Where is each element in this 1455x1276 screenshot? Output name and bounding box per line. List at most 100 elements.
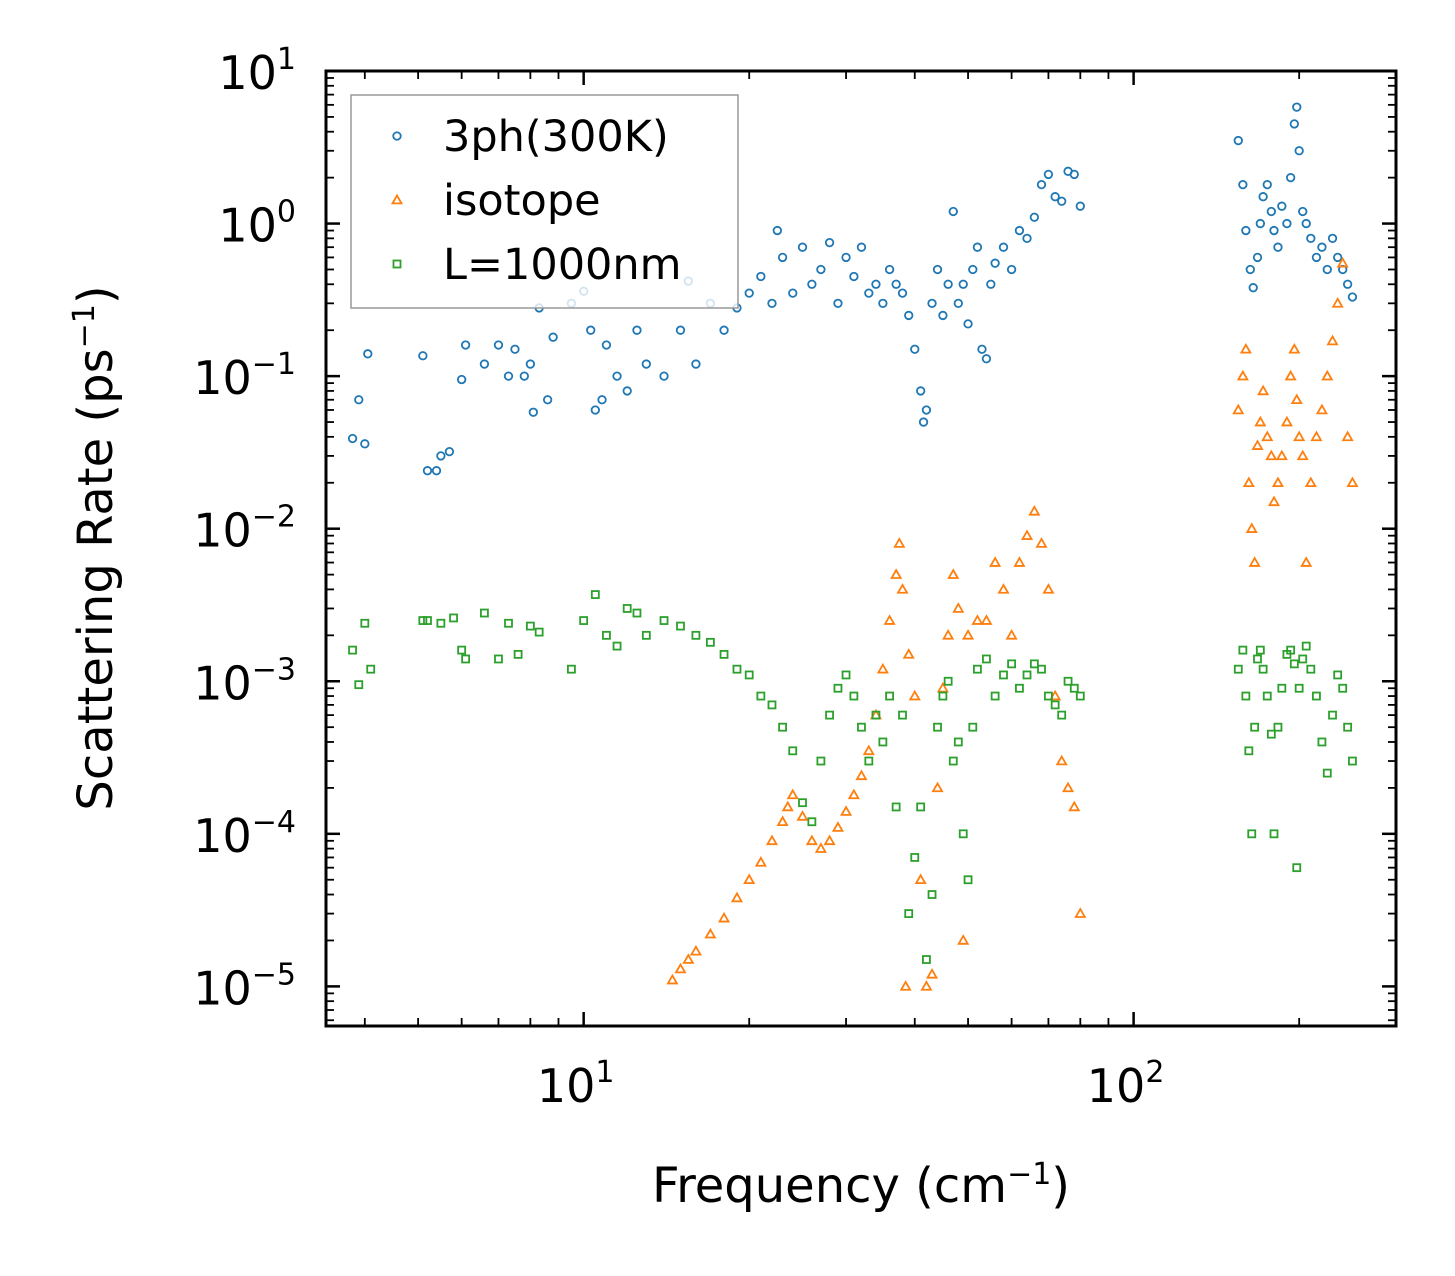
point-square-series-2 — [1333, 670, 1343, 680]
point-circle-series-0 — [1014, 225, 1025, 236]
x-tick-label: 102 — [1087, 1055, 1165, 1113]
point-triangle-series-1 — [765, 834, 779, 846]
point-circle-series-0 — [548, 332, 558, 342]
point-circle-series-0 — [958, 279, 968, 289]
point-triangle-series-1 — [899, 980, 912, 991]
point-circle-series-0 — [824, 237, 835, 248]
point-square-series-2 — [816, 756, 826, 766]
point-square-series-2 — [1269, 829, 1279, 839]
point-square-series-2 — [449, 613, 458, 623]
point-triangle-series-1 — [730, 891, 744, 903]
point-square-series-2 — [1286, 645, 1296, 655]
point-square-series-2 — [1317, 737, 1327, 747]
point-square-series-2 — [1322, 768, 1332, 778]
point-square-series-2 — [641, 630, 651, 640]
point-triangle-series-1 — [1074, 907, 1087, 918]
point-square-series-2 — [1037, 664, 1046, 674]
point-circle-series-0 — [1311, 252, 1322, 263]
point-triangle-series-1 — [1236, 369, 1249, 381]
point-square-series-2 — [778, 722, 787, 732]
point-square-series-2 — [990, 691, 1000, 701]
y-tick-label: 100 — [218, 195, 296, 253]
point-circle-series-0 — [354, 395, 364, 405]
point-circle-series-0 — [916, 386, 926, 396]
point-square-series-2 — [999, 670, 1008, 680]
point-triangle-series-1 — [786, 788, 799, 800]
point-circle-series-0 — [998, 242, 1009, 252]
point-circle-series-0 — [1301, 218, 1311, 229]
point-triangle-series-1 — [936, 681, 949, 693]
point-square-series-2 — [1233, 664, 1243, 674]
point-square-series-2 — [1277, 683, 1287, 693]
point-square-series-2 — [567, 664, 576, 674]
point-square-series-2 — [1057, 710, 1067, 720]
point-triangle-series-1 — [1267, 495, 1281, 507]
point-circle-series-0 — [586, 325, 596, 335]
point-square-series-2 — [898, 710, 907, 720]
point-square-series-2 — [348, 645, 357, 655]
point-circle-series-0 — [1238, 179, 1248, 190]
point-circle-series-0 — [1298, 206, 1308, 217]
point-square-series-2 — [1266, 729, 1276, 739]
point-square-series-2 — [833, 683, 843, 693]
point-square-series-2 — [1298, 654, 1308, 664]
point-triangle-series-1 — [1242, 476, 1255, 488]
point-circle-series-0 — [788, 288, 798, 298]
point-circle-series-0 — [542, 395, 553, 405]
point-triangle-series-1 — [1300, 556, 1313, 567]
legend-marker-circle — [392, 131, 402, 141]
point-circle-series-0 — [528, 407, 538, 417]
point-triangle-series-1 — [957, 934, 970, 945]
point-square-series-2 — [360, 618, 370, 628]
point-circle-series-0 — [977, 344, 987, 354]
point-triangle-series-1 — [883, 614, 896, 625]
point-triangle-series-1 — [1284, 369, 1297, 381]
point-triangle-series-1 — [952, 602, 965, 613]
y-tick-label: 10−2 — [193, 500, 296, 558]
point-triangle-series-1 — [831, 821, 845, 832]
point-circle-series-0 — [418, 351, 428, 361]
point-triangle-series-1 — [847, 788, 860, 800]
point-square-series-2 — [891, 802, 901, 812]
point-square-series-2 — [534, 627, 544, 637]
point-triangle-series-1 — [1293, 430, 1306, 442]
point-circle-series-0 — [1292, 102, 1302, 112]
point-square-series-2 — [910, 853, 920, 862]
point-triangle-series-1 — [1028, 504, 1041, 516]
point-square-series-2 — [1250, 722, 1260, 732]
point-triangle-series-1 — [971, 614, 984, 625]
point-square-series-2 — [1244, 746, 1254, 756]
point-triangle-series-1 — [754, 856, 767, 867]
point-triangle-series-1 — [1062, 781, 1075, 793]
point-circle-series-0 — [772, 225, 782, 236]
legend-entry-2: L=1000nm — [392, 240, 682, 290]
point-circle-series-0 — [1075, 201, 1085, 211]
point-circle-series-0 — [1245, 264, 1255, 275]
y-tick-label: 10−4 — [193, 805, 296, 863]
point-circle-series-0 — [1347, 292, 1358, 302]
point-triangle-series-1 — [704, 927, 717, 939]
point-square-series-2 — [354, 680, 364, 690]
point-triangle-series-1 — [855, 769, 868, 781]
point-square-series-2 — [798, 798, 807, 808]
point-square-series-2 — [436, 618, 446, 628]
point-triangle-series-1 — [674, 962, 687, 974]
point-circle-series-0 — [756, 271, 766, 282]
point-circle-series-0 — [927, 298, 937, 308]
point-triangle-series-1 — [840, 805, 853, 816]
point-square-series-2 — [968, 722, 978, 732]
point-circle-series-0 — [897, 288, 908, 298]
point-square-series-2 — [1063, 676, 1073, 686]
point-square-series-2 — [457, 645, 467, 655]
point-triangle-series-1 — [1331, 297, 1344, 308]
y-tick-label: 101 — [218, 42, 296, 100]
point-square-series-2 — [948, 756, 958, 766]
point-circle-series-0 — [910, 344, 920, 354]
point-circle-series-0 — [1241, 225, 1251, 236]
point-circle-series-0 — [436, 451, 446, 461]
point-square-series-2 — [513, 649, 523, 659]
point-circle-series-0 — [968, 264, 978, 275]
point-square-series-2 — [871, 710, 881, 720]
point-triangle-series-1 — [1248, 556, 1261, 567]
point-square-series-2 — [612, 641, 622, 651]
